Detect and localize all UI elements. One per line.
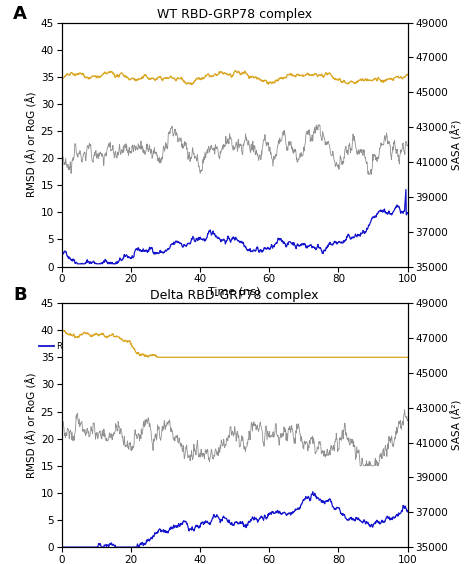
Text: A: A bbox=[13, 6, 27, 24]
Text: B: B bbox=[13, 286, 27, 304]
Y-axis label: RMSD (Å) or RoG (Å): RMSD (Å) or RoG (Å) bbox=[27, 92, 38, 197]
Title: WT RBD-GRP78 complex: WT RBD-GRP78 complex bbox=[157, 8, 312, 21]
Legend: RMSD GRP78-WT RBD, RoG GRP78- WT RBD, SASA GRP78- WT RBD: RMSD GRP78-WT RBD, RoG GRP78- WT RBD, SA… bbox=[36, 339, 378, 355]
Y-axis label: RMSD (Å) or RoG (Å): RMSD (Å) or RoG (Å) bbox=[27, 372, 38, 478]
X-axis label: Time (ns): Time (ns) bbox=[209, 287, 261, 297]
Y-axis label: SASA (Å²): SASA (Å²) bbox=[451, 400, 462, 450]
Y-axis label: SASA (Å²): SASA (Å²) bbox=[451, 120, 462, 170]
Title: Delta RBD-GRP78 complex: Delta RBD-GRP78 complex bbox=[150, 289, 319, 302]
